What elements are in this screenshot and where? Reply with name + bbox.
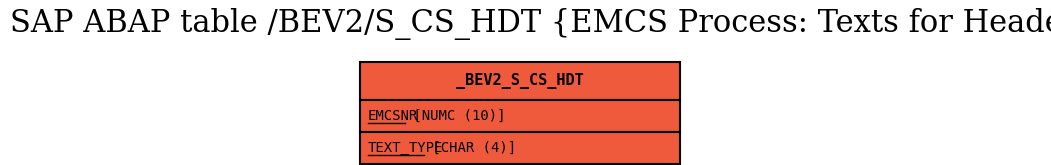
Text: TEXT_TYPE: TEXT_TYPE xyxy=(368,141,444,155)
Bar xyxy=(360,100,680,132)
Text: EMCSNR: EMCSNR xyxy=(368,109,418,123)
Text: [CHAR (4)]: [CHAR (4)] xyxy=(424,141,516,155)
Bar xyxy=(360,62,680,100)
Text: _BEV2_S_CS_HDT: _BEV2_S_CS_HDT xyxy=(456,73,584,89)
Text: [NUMC (10)]: [NUMC (10)] xyxy=(406,109,506,123)
Text: SAP ABAP table /BEV2/S_CS_HDT {EMCS Process: Texts for Header Data}: SAP ABAP table /BEV2/S_CS_HDT {EMCS Proc… xyxy=(11,8,1051,40)
Bar xyxy=(360,132,680,164)
